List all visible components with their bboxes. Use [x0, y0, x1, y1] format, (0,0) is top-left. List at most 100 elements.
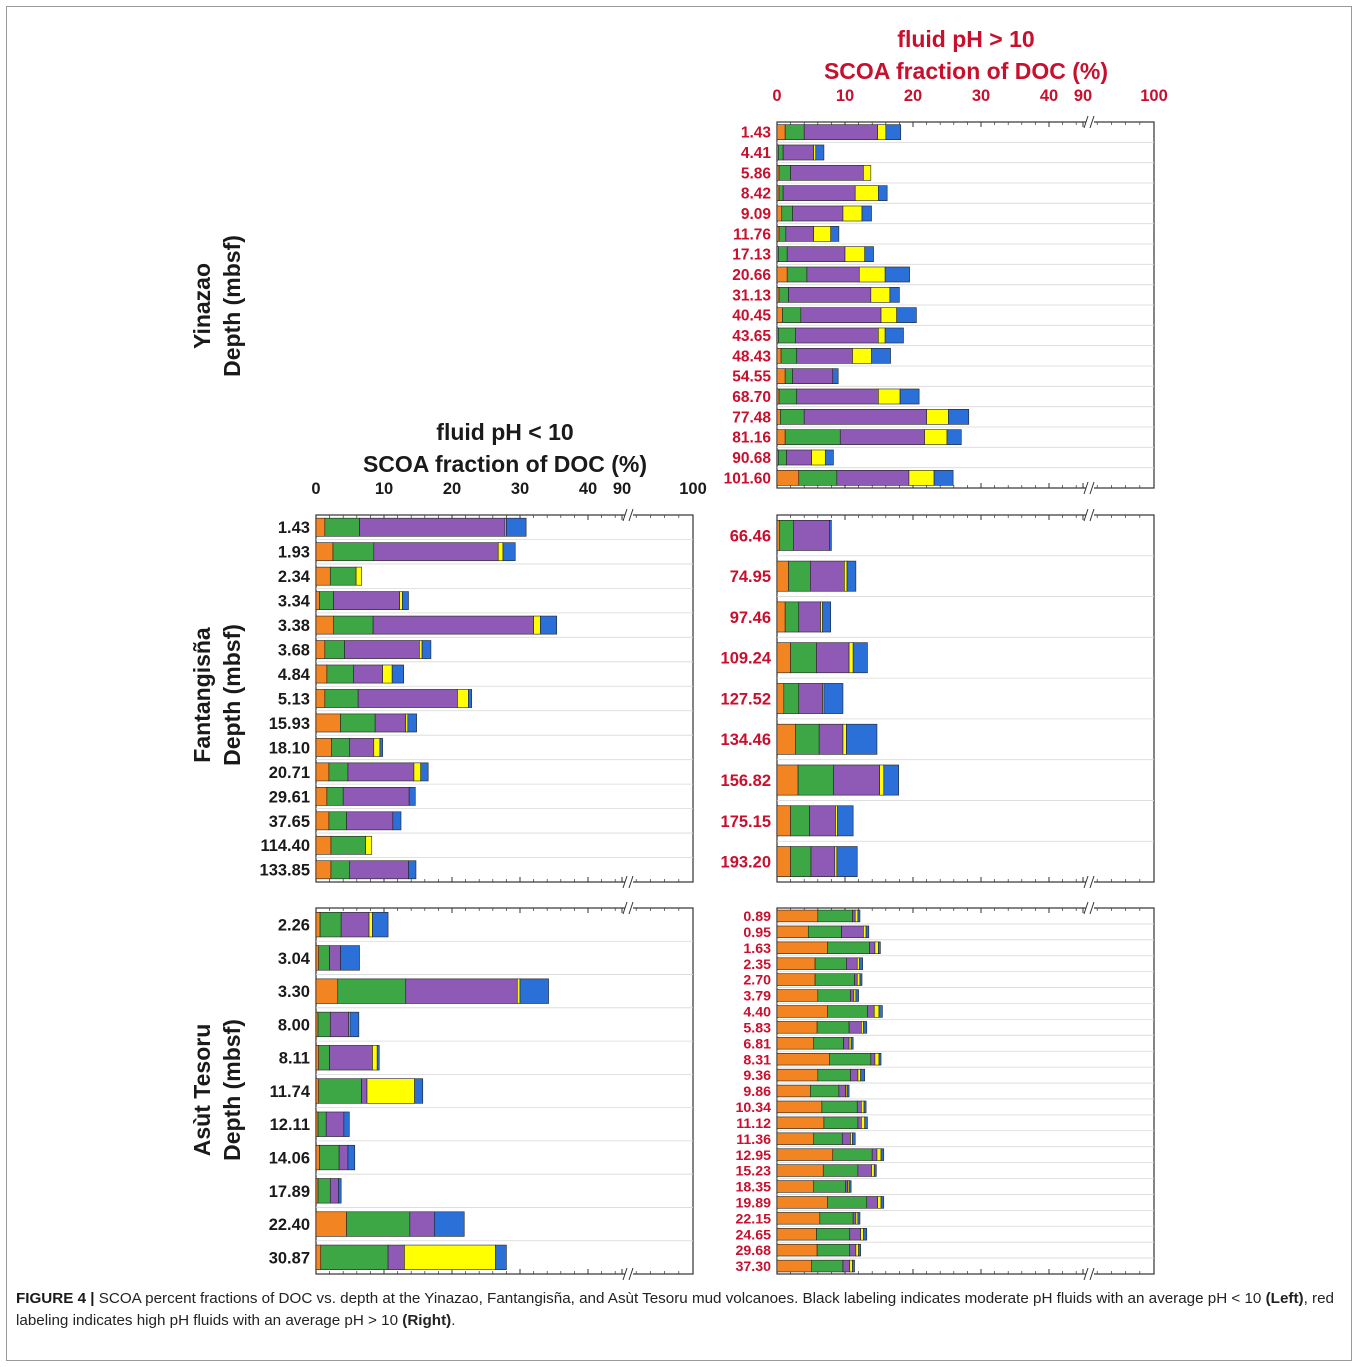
bar-segment-butyrate: [835, 805, 838, 837]
bar-segment-acetate: [317, 1111, 327, 1137]
caption-text-2: , red labeling indicates high pH fluids …: [16, 1290, 1334, 1329]
bar-segment-other-scoas: [829, 520, 832, 551]
x-tick-label: 40: [1040, 87, 1058, 105]
bar-segment-butyrate: [854, 185, 879, 201]
bar-segment-other-scoas: [468, 689, 473, 708]
bar-segment-other-scoas: [408, 860, 417, 880]
bar-segment-propionate: [792, 368, 834, 384]
bar-segment-other-scoas: [884, 266, 910, 283]
bar-segment-acetate: [810, 1084, 840, 1098]
category-label: 133.85: [260, 862, 310, 880]
bar-segment-other-scoas: [880, 1196, 885, 1209]
axis-break-mark: [628, 1267, 634, 1281]
category-label: 4.40: [743, 1005, 771, 1021]
row-title-fantangisna-line1: Fantangisña: [189, 627, 215, 763]
bar-segment-formate: [776, 266, 788, 283]
bar-segment-other-scoas: [540, 615, 558, 635]
category-label: 2.26: [278, 917, 310, 935]
bar-segment-acetate: [816, 1243, 851, 1257]
bar-segment-formate: [776, 348, 782, 364]
bar-segment-butyrate: [880, 307, 897, 323]
right-header-line1: fluid pH > 10: [897, 26, 1034, 52]
category-label: 20.71: [269, 764, 310, 782]
category-label: 5.13: [278, 690, 310, 708]
bar-segment-formate: [776, 642, 791, 674]
category-label: 127.52: [721, 690, 771, 708]
caption-right-word: (Right): [402, 1312, 452, 1329]
category-label: 193.20: [721, 854, 771, 872]
bar-segment-formate: [776, 560, 789, 592]
bar-segment-propionate: [841, 1132, 851, 1145]
bar-segment-acetate: [790, 805, 810, 837]
bar-segment-acetate: [819, 1212, 854, 1225]
caption-left-word: (Left): [1265, 1290, 1304, 1307]
bar-segment-formate: [776, 307, 783, 323]
bar-segment-formate: [776, 388, 780, 405]
bar-segment-butyrate: [497, 542, 504, 562]
category-label: 24.65: [735, 1227, 771, 1243]
bar-segment-propionate: [809, 805, 836, 837]
bar-segment-other-scoas: [832, 368, 839, 384]
axis-break-gap: [1086, 875, 1094, 889]
panel-2: 0 10 20 30 40 90 100 1.43 1.93 2.34 3.34 3.38 3.68 4.…: [260, 480, 707, 889]
row-title-yinazao: Yinazao Depth (mbsf): [189, 235, 245, 377]
bar-segment-propionate: [850, 1068, 859, 1082]
bar-segment-butyrate: [849, 1259, 853, 1273]
bar-segment-propionate: [800, 307, 882, 323]
category-label: 12.95: [735, 1148, 771, 1164]
bar-segment-other-scoas: [878, 941, 881, 954]
bar-segment-formate: [776, 805, 791, 837]
bar-segment-formate: [315, 1211, 347, 1237]
bar-segment-other-scoas: [846, 1084, 850, 1098]
axis-break-mark: [1083, 115, 1089, 129]
bar-segment-formate: [315, 591, 320, 610]
bar-segment-acetate: [318, 1045, 330, 1071]
bar-segment-formate: [315, 811, 330, 831]
row-title-fantangisna-line2: Depth (mbsf): [219, 624, 245, 766]
bar-segment-butyrate: [871, 1164, 875, 1177]
bar-segment-formate: [776, 941, 828, 954]
bar-segment-propionate: [869, 941, 876, 954]
bar-segment-propionate: [349, 860, 409, 880]
bar-segment-butyrate: [813, 226, 832, 242]
bar-segment-butyrate: [848, 642, 854, 674]
bar-segment-acetate: [784, 124, 805, 140]
category-label: 37.30: [735, 1259, 771, 1275]
caption-text-3: .: [451, 1312, 456, 1329]
axis-break-mark: [1089, 1267, 1095, 1281]
bar-segment-propionate: [810, 846, 836, 877]
bar-segment-acetate: [778, 226, 787, 242]
bar-segment-other-scoas: [863, 1228, 868, 1241]
bar-segment-other-scoas: [871, 348, 891, 364]
bar-segment-butyrate: [861, 1021, 864, 1034]
axis-break-mark: [1089, 115, 1095, 129]
bar-segment-other-scoas: [823, 683, 844, 714]
bar-segment-acetate: [329, 566, 357, 586]
bar-segment-acetate: [827, 1196, 868, 1209]
bar-segment-acetate: [817, 1068, 851, 1082]
bar-segment-formate: [776, 124, 786, 140]
bar-segment-acetate: [784, 429, 841, 445]
bar-segment-butyrate: [844, 560, 848, 592]
bar-segment-propionate: [329, 945, 341, 971]
category-label: 90.68: [732, 450, 771, 467]
bar-segment-acetate: [778, 449, 787, 466]
bar-segment-other-scoas: [884, 327, 904, 344]
x-tick-label: 10: [836, 87, 854, 105]
bar-segment-other-scoas: [846, 723, 878, 755]
bar-segment-acetate: [784, 601, 800, 633]
bar-segment-other-scoas: [865, 925, 870, 939]
bar-segment-acetate: [346, 1211, 411, 1237]
bar-segment-other-scoas: [861, 205, 872, 222]
bar-segment-acetate: [331, 738, 350, 757]
bar-segment-acetate: [328, 811, 347, 831]
category-label: 1.43: [741, 125, 772, 142]
axis-break-gap: [1086, 508, 1094, 522]
bar-segment-acetate: [784, 368, 793, 384]
category-label: 22.15: [735, 1211, 771, 1227]
bar-segment-acetate: [813, 1132, 843, 1145]
category-label: 68.70: [732, 389, 771, 406]
category-label: 97.46: [730, 609, 771, 627]
bar-segment-butyrate: [533, 615, 541, 635]
bar-segment-other-scoas: [858, 957, 863, 970]
